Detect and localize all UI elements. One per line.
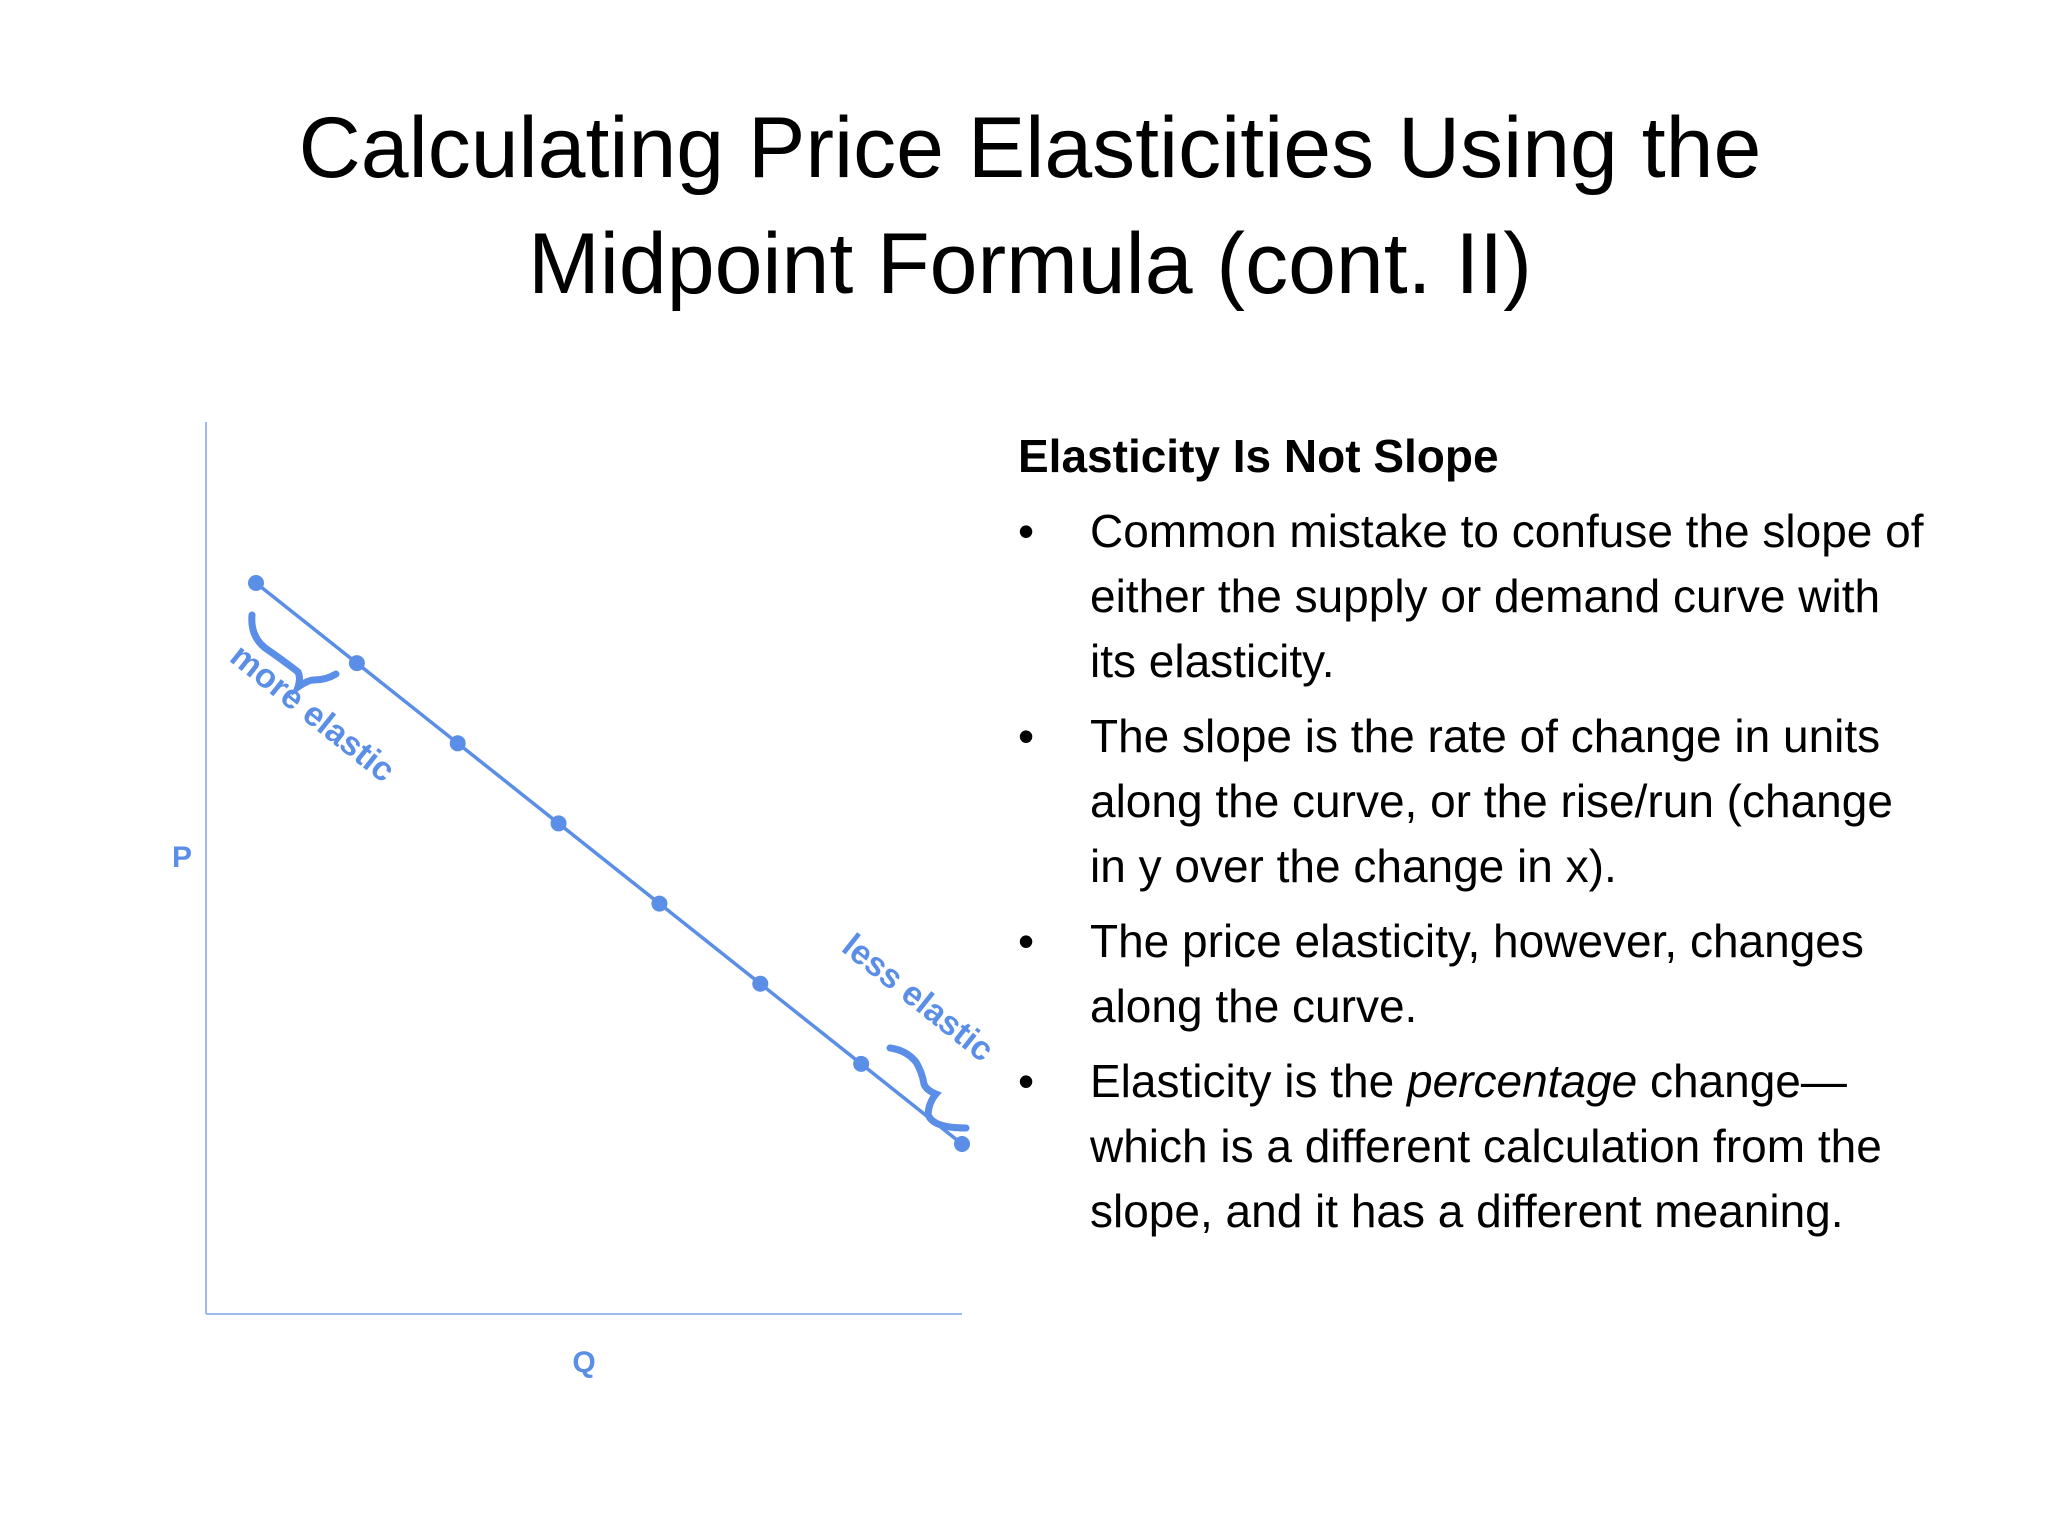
bullet-item: • Common mistake to confuse the slope of…	[1018, 499, 1938, 694]
less-elastic-brace	[886, 1044, 970, 1132]
bullet-item: • The slope is the rate of change in uni…	[1018, 704, 1938, 899]
more-elastic-brace	[248, 611, 340, 696]
section-heading: Elasticity Is Not Slope	[1018, 430, 1499, 482]
bullet-glyph: •	[1018, 505, 1035, 557]
bullet-text: Common mistake to confuse the slope of e…	[1090, 505, 1924, 687]
more-elastic-label: more elastic	[223, 637, 402, 790]
title-line-2: Midpoint Formula (cont. II)	[528, 216, 1532, 312]
bullet-text: The slope is the rate of change in units…	[1090, 710, 1893, 892]
curve-point	[651, 895, 668, 912]
content-panel: Elasticity Is Not Slope • Common mistake…	[1018, 424, 1938, 1254]
bullet-text-post: change—which is a different calculation …	[1090, 1055, 1882, 1237]
demand-line	[254, 581, 964, 1146]
bullet-glyph: •	[1018, 710, 1035, 762]
bullet-text-pre: Elasticity is the	[1090, 1055, 1407, 1107]
bullet-glyph: •	[1018, 915, 1035, 967]
bullet-list: • Common mistake to confuse the slope of…	[1018, 499, 1938, 1244]
bullet-text: Elasticity is the percentage change—whic…	[1090, 1055, 1882, 1237]
demand-curve-figure: P Q more elastic less elastic	[172, 422, 1000, 1379]
bullet-item: • The price elasticity, however, changes…	[1018, 909, 1938, 1039]
x-axis-label: Q	[572, 1346, 595, 1379]
curve-point	[449, 735, 466, 752]
curve-point	[752, 975, 769, 992]
bullet-glyph: •	[1018, 1055, 1035, 1107]
curve-point	[853, 1055, 870, 1072]
bullet-text: The price elasticity, however, changes a…	[1090, 915, 1864, 1032]
curve-points	[248, 575, 970, 1152]
curve-point	[550, 815, 567, 832]
bullet-item: • Elasticity is the percentage change—wh…	[1018, 1049, 1938, 1244]
bullet-text-emphasis: percentage	[1407, 1055, 1638, 1107]
title-line-1: Calculating Price Elasticities Using the	[298, 100, 1762, 196]
curve-point	[954, 1136, 970, 1152]
curve-point	[348, 655, 365, 672]
less-elastic-label: less elastic	[835, 927, 1000, 1070]
slide-title: Calculating Price Elasticities Using the…	[150, 90, 1910, 322]
curve-point	[248, 575, 264, 591]
y-axis-label: P	[172, 841, 192, 874]
